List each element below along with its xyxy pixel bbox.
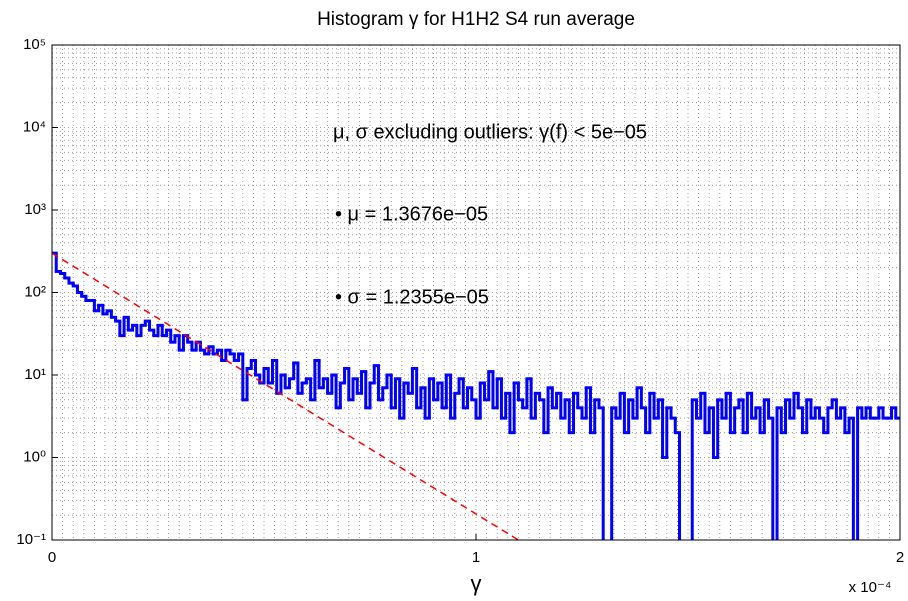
y-tick-label: 10¹ bbox=[24, 366, 46, 383]
y-tick-label: 10⁵ bbox=[23, 36, 46, 53]
y-tick-label: 10⁰ bbox=[23, 448, 46, 465]
y-tick-label: 10⁻¹ bbox=[16, 531, 46, 548]
fit-line bbox=[52, 252, 519, 540]
annotation: • σ = 1.2355e−05 bbox=[335, 286, 489, 308]
x-tick-label: 0 bbox=[48, 549, 56, 566]
y-tick-label: 10⁴ bbox=[23, 118, 46, 135]
x-multiplier: x 10⁻⁴ bbox=[849, 579, 892, 596]
x-tick-label: 1 bbox=[472, 549, 480, 566]
annotation: μ, σ excluding outliers: γ(f) < 5e−05 bbox=[333, 121, 647, 143]
annotation: • μ = 1.3676e−05 bbox=[335, 203, 488, 225]
y-tick-label: 10³ bbox=[24, 201, 46, 218]
y-tick-label: 10² bbox=[24, 283, 46, 300]
x-axis-label: γ bbox=[471, 571, 482, 596]
x-tick-label: 2 bbox=[896, 549, 904, 566]
chart-title: Histogram γ for H1H2 S4 run average bbox=[317, 9, 635, 30]
